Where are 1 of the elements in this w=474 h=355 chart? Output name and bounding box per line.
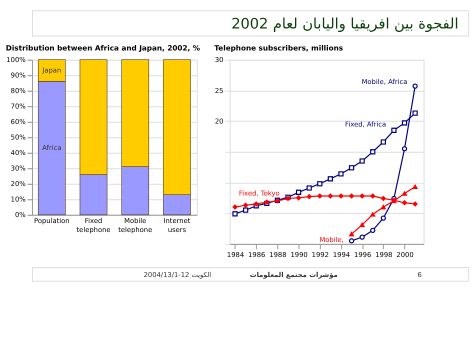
text: الفجوة بين افريقيا واليابان لعام 2002 xyxy=(231,16,458,33)
